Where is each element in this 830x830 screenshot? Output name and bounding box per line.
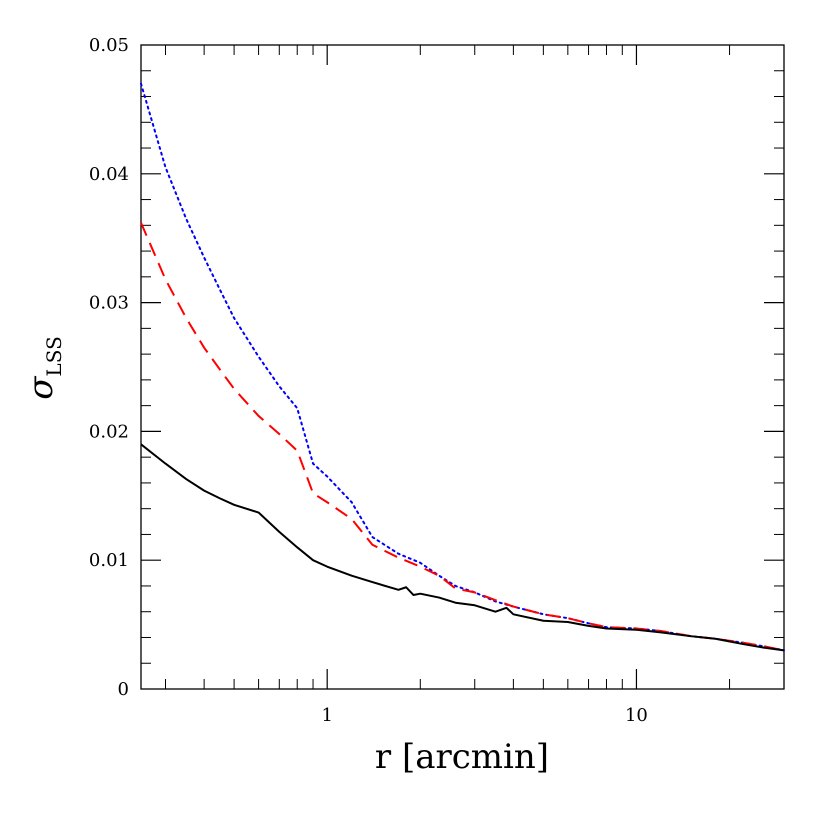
series-line-dashed (140, 222, 785, 652)
minor-ticks (141, 45, 784, 689)
series-line-dotted (140, 82, 785, 652)
y-tick-label: 0.02 (89, 421, 129, 442)
y-axis-subscript: LSS (42, 336, 66, 376)
series-layer (140, 82, 785, 652)
y-axis-symbol: σ (21, 376, 61, 400)
x-tick-label: 10 (625, 705, 648, 726)
y-tick-label: 0.01 (89, 550, 129, 571)
x-tick-label: 1 (321, 705, 332, 726)
y-tick-label: 0 (118, 679, 129, 700)
x-axis-title: r [arcmin] (375, 737, 549, 777)
y-axis-title: σLSS (21, 336, 66, 400)
major-ticks (141, 45, 784, 689)
series-line-solid (140, 443, 785, 652)
y-tick-label: 0.03 (89, 293, 129, 314)
tick-labels: 1 10 0 0.01 0.02 0.03 0.04 0.05 (89, 35, 648, 726)
y-tick-label: 0.05 (89, 35, 129, 56)
y-tick-label: 0.04 (89, 164, 129, 185)
plot-frame (140, 44, 785, 690)
